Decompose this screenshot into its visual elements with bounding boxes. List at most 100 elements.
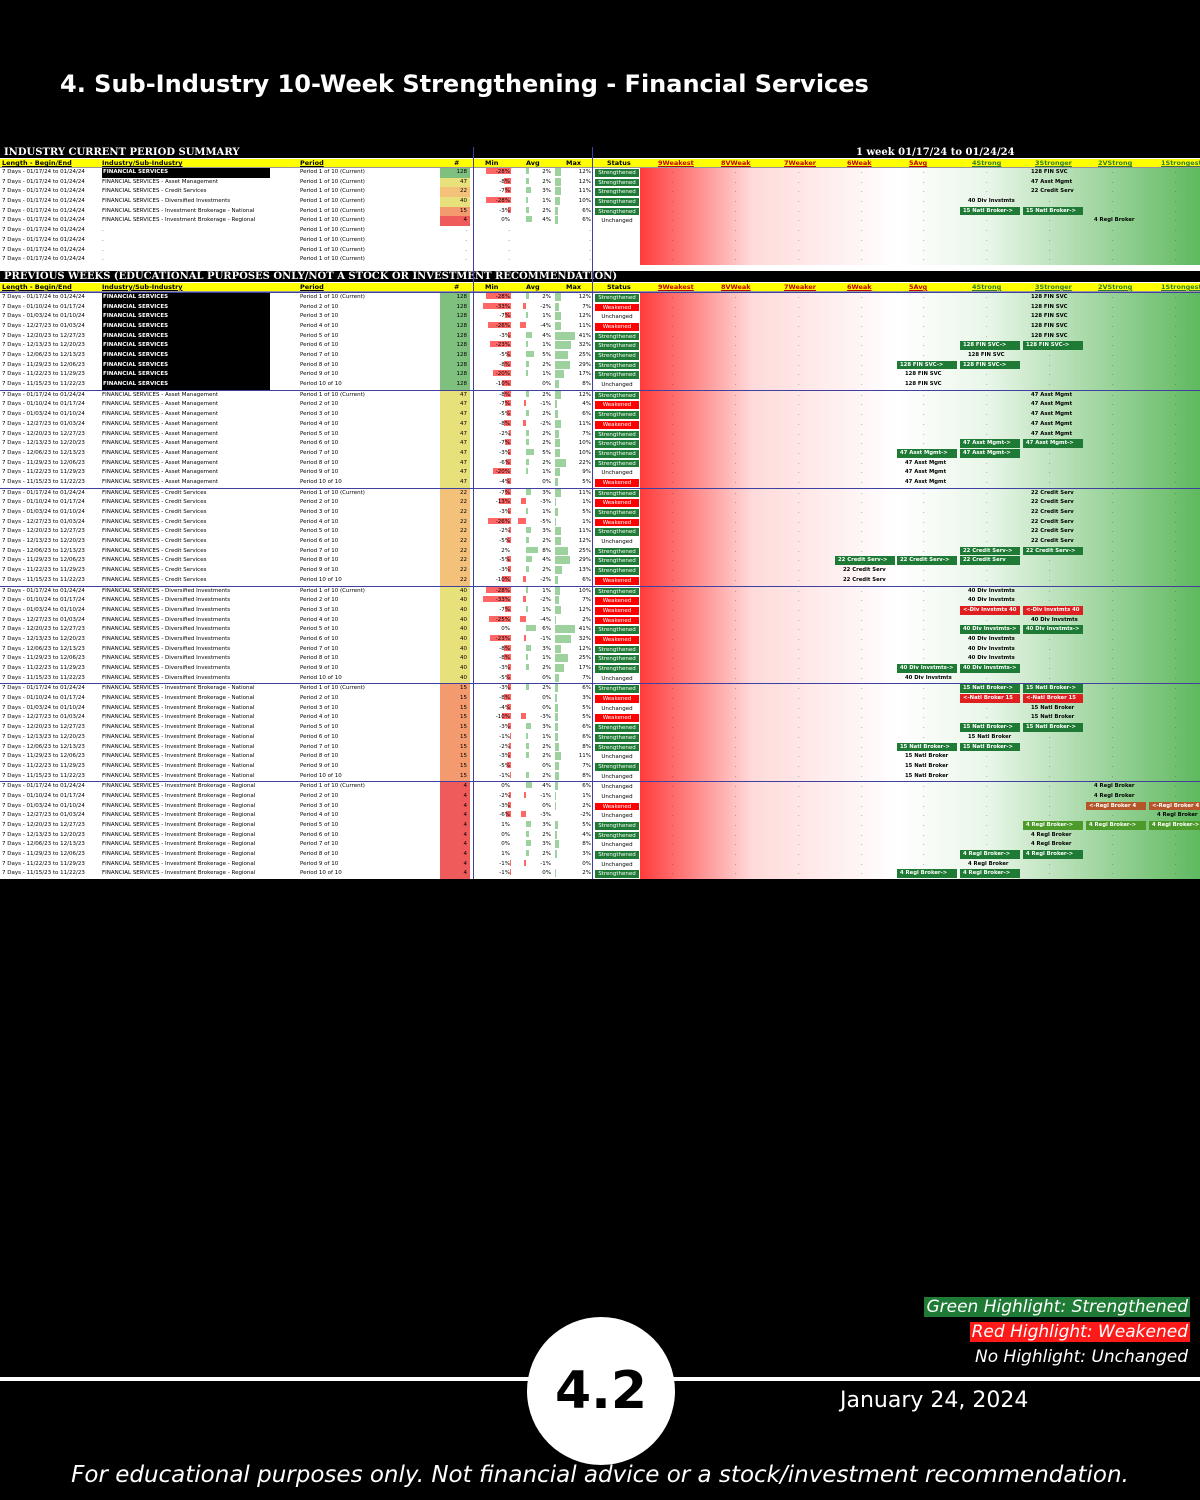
rank-dot: .: [735, 626, 737, 633]
min-bar: [502, 713, 511, 720]
rank-dot: .: [1175, 207, 1177, 214]
rank-dot: .: [1175, 178, 1177, 185]
period-cell: Period 5 of 10: [300, 626, 339, 633]
rank-tag: 15 Natl Broker->: [960, 723, 1020, 732]
rank-dot: .: [923, 217, 925, 224]
status-badge: Strengthened: [594, 684, 640, 695]
rank-dot: .: [735, 381, 737, 388]
max-cell: 8%: [582, 841, 591, 848]
avg-cell: -3%: [540, 714, 551, 721]
max-bar: [555, 596, 559, 605]
rank-dot: .: [798, 256, 800, 263]
header-avg: Avg: [526, 159, 540, 167]
rank-dot: .: [986, 303, 988, 310]
rank-dot: .: [923, 626, 925, 633]
avg-bar: [526, 216, 533, 223]
status-badge: Strengthened: [594, 586, 640, 597]
rank-dot: .: [798, 207, 800, 214]
subindustry-cell: FINANCIAL SERVICES - Asset Management: [102, 440, 218, 447]
avg-cell: 0%: [542, 695, 551, 702]
rank-gradient: [640, 644, 1200, 655]
status-badge: Strengthened: [594, 869, 640, 880]
rank-tag: <-Natl Broker 15: [960, 694, 1020, 703]
rank-dot: .: [798, 391, 800, 398]
rank-dot: .: [1175, 332, 1177, 339]
rank-dot: .: [735, 772, 737, 779]
rank-dot: .: [798, 371, 800, 378]
avg-bar: [526, 556, 533, 563]
avg-cell: 1%: [542, 198, 551, 205]
table-row: 7 Days - 11/22/23 to 11/29/23 FINANCIAL S…: [0, 370, 1200, 381]
rank-gradient: [640, 527, 1200, 538]
length-cell: 7 Days - 01/10/24 to 01/17/24: [2, 792, 85, 799]
subindustry-group: 7 Days - 01/17/24 to 01/24/24 FINANCIAL S…: [0, 487, 1200, 586]
rank-dot: .: [1112, 391, 1114, 398]
length-cell: 7 Days - 01/10/24 to 01/17/24: [2, 499, 85, 506]
header-sub: Industry/Sub-Industry: [102, 159, 183, 167]
rank-dot: .: [1175, 352, 1177, 358]
rank-dot: .: [1175, 841, 1177, 848]
table-row: 7 Days - 01/17/24 to 01/24/24 FINANCIAL S…: [0, 390, 1200, 401]
rank-dot: .: [672, 762, 674, 769]
length-cell: 7 Days - 01/10/24 to 01/17/24: [2, 695, 85, 702]
rank-dot: .: [735, 391, 737, 398]
subindustry-cell: FINANCIAL SERVICES - Asset Management: [102, 478, 218, 485]
rank-dot: .: [861, 674, 863, 681]
min-cell: -4%: [499, 478, 510, 485]
rank-tag: 47 Asst Mgmt: [1031, 391, 1073, 398]
rank-dot: .: [672, 227, 674, 234]
status-badge: Unchanged: [594, 312, 640, 322]
count-cell: 15: [440, 742, 470, 753]
rank-dot: .: [923, 851, 925, 858]
rank-dot: .: [798, 724, 800, 731]
max-cell: 5%: [582, 822, 591, 828]
min-bar: [508, 664, 511, 670]
avg-cell: 3%: [542, 822, 551, 828]
count-cell: 47: [440, 439, 470, 449]
rank-dot: .: [672, 538, 674, 545]
table-row: 7 Days - 01/03/24 to 01/10/24 FINANCIAL S…: [0, 801, 1200, 812]
max-bar: [555, 527, 561, 536]
min-bar: [509, 742, 511, 749]
min-bar: [503, 694, 511, 701]
rank-dot: .: [798, 616, 800, 623]
min-bar: [504, 488, 511, 495]
avg-cell: 0%: [542, 870, 551, 877]
rank-tag: 128 FIN SVC: [1031, 303, 1068, 310]
rank-dot: .: [798, 762, 800, 769]
rank-tag: 40 Div Invstmts: [968, 597, 1015, 604]
rank-dot: .: [861, 860, 863, 867]
rank-dot: .: [735, 753, 737, 760]
length-cell: 7 Days - 01/03/24 to 01/10/24: [2, 411, 85, 418]
max-bar: [555, 821, 558, 829]
avg-cell: -2%: [540, 576, 551, 583]
rank-dot: .: [735, 411, 737, 418]
table-row: 7 Days - 01/17/24 to 01/24/24 FINANCIAL S…: [0, 177, 1200, 188]
rank-dot: .: [798, 459, 800, 466]
rank-dot: .: [798, 685, 800, 692]
max-bar: [555, 410, 558, 419]
avg-bar: [526, 830, 530, 837]
min-bar: [485, 168, 511, 174]
max-bar: [555, 742, 559, 751]
max-cell: 6%: [582, 217, 591, 224]
rank-gradient: [640, 351, 1200, 361]
rank-dot: .: [1112, 469, 1114, 476]
rank-gradient: [640, 380, 1200, 390]
rank-dot: .: [1049, 860, 1051, 867]
count-cell: 47: [440, 400, 470, 411]
avg-bar: [526, 850, 530, 857]
rank-gradient: [640, 634, 1200, 645]
length-cell: 7 Days - 01/03/24 to 01/10/24: [2, 606, 85, 613]
rank-dot: .: [735, 303, 737, 310]
max-cell: 7%: [582, 674, 591, 681]
rank-dot: .: [735, 860, 737, 867]
period-cell: Period 7 of 10: [300, 841, 339, 848]
rank-dot: .: [735, 870, 737, 877]
rank-tag: 4 Regl Broker->: [897, 869, 957, 879]
rank-dot: .: [1175, 303, 1177, 310]
length-cell: 7 Days - 12/06/23 to 12/13/23: [2, 449, 85, 456]
rank-dot: .: [735, 841, 737, 848]
rank-gradient: [640, 771, 1200, 782]
max-bar: [555, 187, 561, 196]
